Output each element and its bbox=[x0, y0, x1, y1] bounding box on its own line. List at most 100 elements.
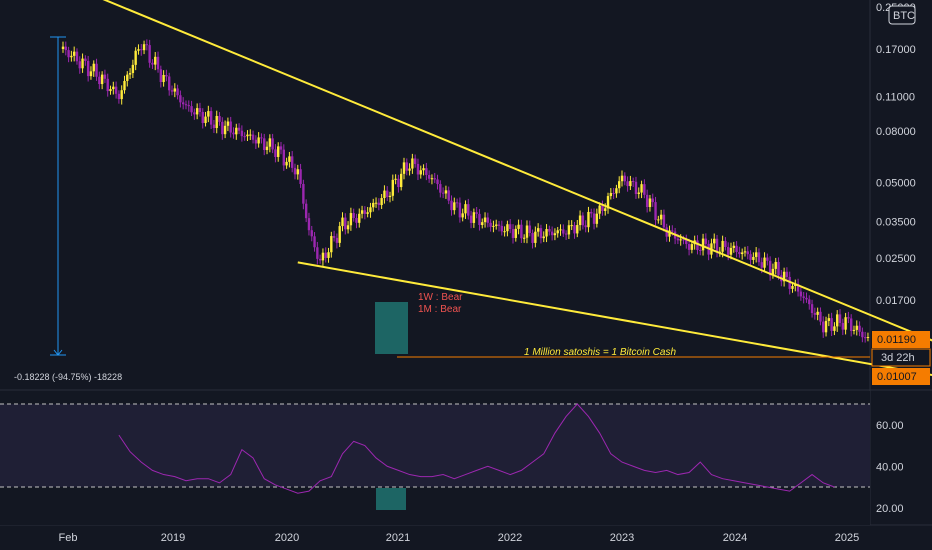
candle-body bbox=[573, 225, 576, 234]
candle-body bbox=[388, 195, 392, 198]
candle-body bbox=[134, 50, 137, 65]
candle-body bbox=[618, 181, 621, 189]
candle-body bbox=[467, 204, 470, 216]
candle-body bbox=[103, 74, 107, 79]
candle-body bbox=[458, 202, 462, 218]
candle-body bbox=[374, 202, 378, 204]
candle-body bbox=[444, 190, 448, 194]
candle-body bbox=[584, 225, 587, 228]
candle-body bbox=[799, 291, 803, 297]
time-tick-label: 2025 bbox=[835, 532, 859, 544]
candle-body bbox=[657, 219, 660, 221]
candle-body bbox=[313, 236, 316, 248]
candle-body bbox=[170, 90, 174, 92]
candle-body bbox=[539, 228, 543, 239]
candle-body bbox=[609, 193, 613, 197]
candle-body bbox=[556, 230, 559, 234]
candle-body bbox=[777, 261, 780, 276]
candle-body bbox=[109, 89, 112, 92]
candle-body bbox=[193, 112, 196, 115]
upper-trendline bbox=[102, 0, 932, 342]
candle-body bbox=[425, 168, 428, 176]
candle-body bbox=[838, 314, 842, 323]
candle-body bbox=[455, 202, 459, 204]
candle-body bbox=[805, 297, 808, 300]
candle-body bbox=[126, 74, 129, 81]
candle-body bbox=[522, 237, 526, 239]
candle-body bbox=[260, 137, 263, 139]
candle-body bbox=[117, 93, 121, 100]
candle-body bbox=[581, 215, 585, 226]
candle-body bbox=[187, 105, 190, 107]
candle-body bbox=[478, 213, 481, 226]
time-tick-label: 2022 bbox=[498, 532, 522, 544]
candle-body bbox=[648, 198, 652, 208]
candle-body bbox=[489, 222, 492, 227]
time-tick-label: 2024 bbox=[723, 532, 747, 544]
candle-body bbox=[598, 205, 601, 214]
candle-body bbox=[492, 225, 495, 227]
candle-body bbox=[841, 322, 845, 330]
candle-body bbox=[148, 45, 151, 63]
candle-body bbox=[349, 213, 353, 226]
candle-body bbox=[257, 137, 260, 144]
candle-body bbox=[179, 95, 182, 103]
candle-body bbox=[447, 190, 450, 201]
candle-body bbox=[366, 212, 369, 214]
candle-body bbox=[771, 268, 775, 276]
rsi-line bbox=[118, 403, 835, 494]
candle-body bbox=[198, 108, 202, 113]
satoshi-annotation: 1 Million satoshis = 1 Bitcoin Cash bbox=[524, 347, 676, 358]
signal-1m: 1M : Bear bbox=[418, 304, 462, 315]
candle-body bbox=[620, 175, 624, 182]
candle-body bbox=[592, 213, 596, 224]
candle-body bbox=[662, 214, 666, 228]
main-pane[interactable] bbox=[0, 0, 870, 390]
candle-body bbox=[327, 252, 330, 258]
candle-body bbox=[830, 318, 833, 331]
candle-body bbox=[802, 296, 805, 298]
price-tick-label: 0.01700 bbox=[876, 295, 916, 307]
candle-body bbox=[338, 226, 341, 243]
candle-body bbox=[279, 146, 283, 150]
current-price-tag: 0.01190 bbox=[872, 331, 930, 348]
candle-body bbox=[740, 252, 744, 255]
candle-body bbox=[509, 224, 512, 230]
candle-body bbox=[858, 325, 861, 332]
candle-body bbox=[626, 181, 629, 187]
candle-body bbox=[785, 271, 789, 277]
candle-body bbox=[226, 121, 230, 126]
candle-body bbox=[475, 212, 478, 214]
measure-tool[interactable] bbox=[50, 36, 66, 356]
candle-body bbox=[162, 74, 165, 83]
candle-body bbox=[195, 108, 199, 115]
candle-body bbox=[67, 50, 70, 58]
lower-trendline bbox=[297, 261, 932, 376]
candle-body bbox=[757, 252, 761, 263]
price-axis[interactable] bbox=[870, 0, 932, 525]
rsi-pane[interactable] bbox=[0, 391, 870, 525]
candle-body bbox=[237, 127, 241, 131]
candle-body bbox=[453, 202, 456, 211]
candle-body bbox=[344, 217, 347, 230]
candle-body bbox=[98, 76, 101, 85]
candle-body bbox=[142, 44, 146, 51]
candle-body bbox=[207, 111, 210, 117]
candle-body bbox=[724, 240, 727, 247]
candle-body bbox=[629, 181, 632, 187]
candle-body bbox=[833, 326, 836, 331]
candle-body bbox=[450, 200, 453, 211]
candle-body bbox=[699, 250, 702, 252]
candle-body bbox=[151, 62, 154, 65]
candle-body bbox=[145, 44, 149, 46]
candle-body bbox=[481, 222, 484, 226]
candle-body bbox=[114, 86, 118, 94]
candle-body bbox=[640, 184, 643, 193]
candle-body bbox=[380, 198, 383, 206]
candle-body bbox=[240, 130, 244, 137]
symbol-badge[interactable]: BTC bbox=[888, 5, 916, 25]
candle-body bbox=[316, 247, 319, 259]
candle-body bbox=[154, 56, 157, 65]
candle-body bbox=[782, 271, 786, 282]
